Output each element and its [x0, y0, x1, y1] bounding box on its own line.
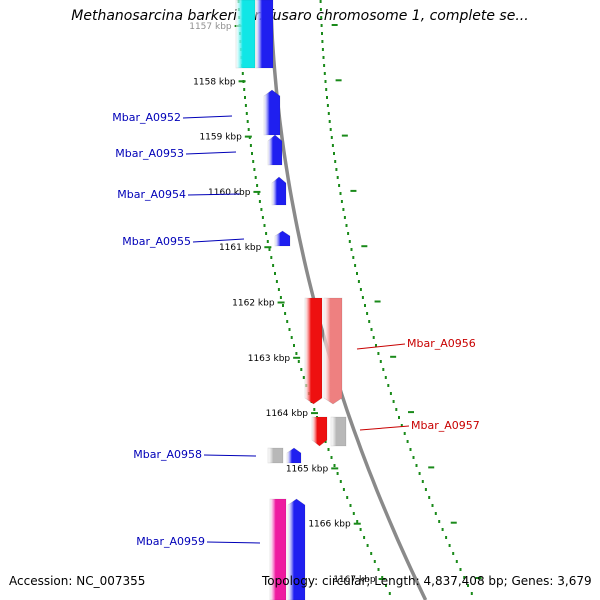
- kbp-label: 1159 kbp: [199, 133, 242, 143]
- kbp-label: 1165 kbp: [286, 464, 329, 474]
- gene-label-Mbar_A0956[interactable]: Mbar_A0956: [407, 337, 476, 350]
- kbp-label: 1162 kbp: [232, 299, 275, 309]
- scale-ruler-right: [319, 0, 473, 595]
- gene-leader-line: [192, 238, 245, 243]
- gene-Mbar_A0956[interactable]: [304, 297, 323, 405]
- kbp-label: 1163 kbp: [248, 354, 291, 364]
- gene-label-Mbar_A0952[interactable]: Mbar_A0952: [112, 111, 181, 124]
- gene-Mbar_A0958[interactable]: [267, 447, 284, 464]
- gene-Mbar_A0952[interactable]: [263, 89, 281, 136]
- gene-Mbar_A0957[interactable]: [311, 416, 328, 447]
- gene-Mbar_A0955[interactable]: [274, 230, 291, 247]
- gene-leader-line: [206, 541, 261, 544]
- kbp-label: 1164 kbp: [266, 409, 309, 419]
- gene-label-Mbar_A0954[interactable]: Mbar_A0954: [117, 188, 186, 201]
- kbp-label: 1167 kbp: [333, 575, 376, 585]
- gene-label-Mbar_A0958[interactable]: Mbar_A0958: [133, 448, 202, 461]
- kbp-label: 1160 kbp: [208, 188, 251, 198]
- map-title: Methanosarcina barkeri str. fusaro chrom…: [71, 8, 529, 24]
- accession-label: Accession: NC_007355: [9, 574, 146, 588]
- gene-label-Mbar_A0957[interactable]: Mbar_A0957: [411, 419, 480, 432]
- gene-Mbar_A0953[interactable]: [267, 134, 283, 166]
- gene-cyan[interactable]: [235, 0, 256, 69]
- gene-leader-line: [182, 115, 233, 119]
- gene-Mbar_A0954[interactable]: [271, 176, 287, 206]
- genome-summary: Topology: circular; Length: 4,837,408 bp…: [262, 574, 592, 588]
- gene-label-Mbar_A0959[interactable]: Mbar_A0959: [136, 535, 205, 548]
- gene-leader-line: [185, 151, 237, 155]
- kbp-label: 1158 kbp: [193, 77, 236, 87]
- gene-leader-line: [187, 193, 241, 196]
- gene-blue[interactable]: [255, 0, 274, 69]
- gene-blue-c[interactable]: [287, 498, 306, 600]
- kbp-label: 1166 kbp: [308, 520, 351, 530]
- gene-label-Mbar_A0953[interactable]: Mbar_A0953: [115, 147, 184, 160]
- kbp-label: 1157 kbp: [189, 22, 232, 32]
- gene-leader-line: [203, 454, 257, 457]
- gene-label-Mbar_A0955[interactable]: Mbar_A0955: [122, 235, 191, 248]
- kbp-label: 1161 kbp: [219, 243, 262, 253]
- gene-Mbar_A0956-b[interactable]: [323, 297, 343, 405]
- gene-leader-line: [359, 425, 410, 431]
- gene-leader-line: [356, 343, 406, 350]
- gene-grey-a[interactable]: [330, 416, 347, 447]
- gene-blue-b[interactable]: [286, 447, 302, 464]
- gene-Mbar_A0959[interactable]: [269, 498, 287, 600]
